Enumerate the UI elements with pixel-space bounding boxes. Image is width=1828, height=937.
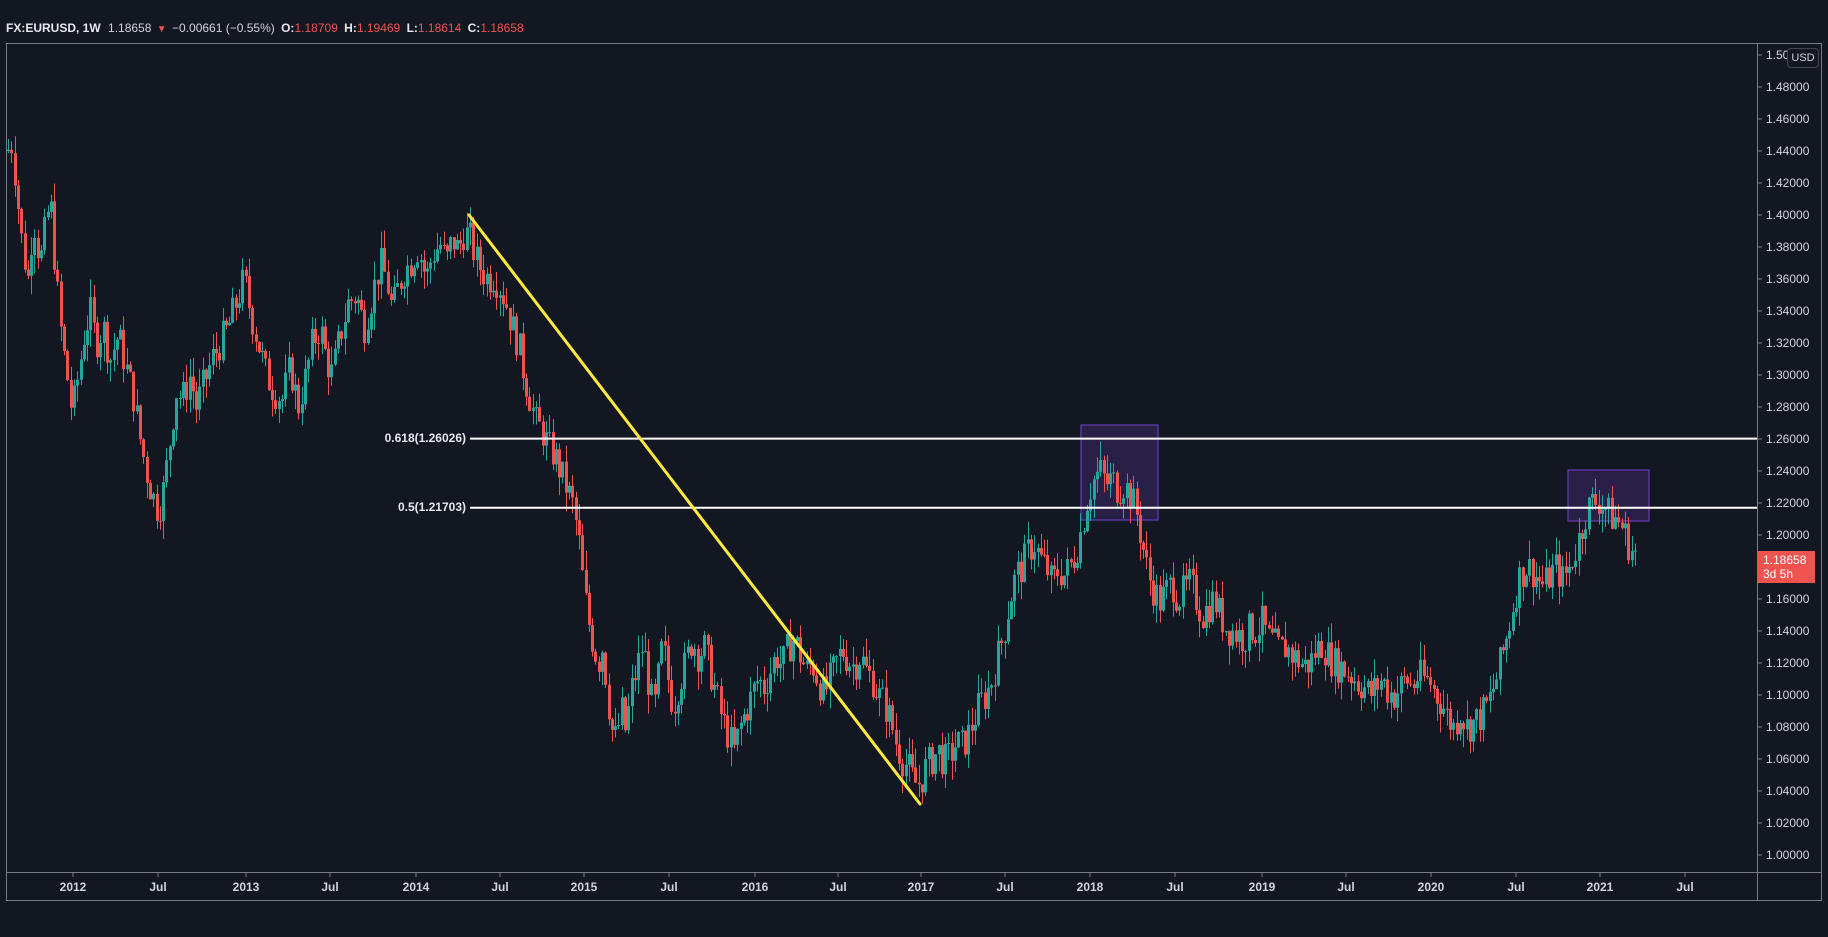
time-tick: Jul bbox=[491, 880, 508, 894]
time-tick: Jul bbox=[1676, 880, 1693, 894]
time-tick: 2013 bbox=[233, 880, 260, 894]
time-tick: 2014 bbox=[403, 880, 430, 894]
time-tick: Jul bbox=[1166, 880, 1183, 894]
fib-levels[interactable] bbox=[470, 437, 1757, 509]
time-tick: 2018 bbox=[1077, 880, 1104, 894]
open-label: O: bbox=[281, 21, 295, 35]
price-tick: 1.00000 bbox=[1766, 848, 1810, 862]
price-tick: 1.30000 bbox=[1766, 368, 1810, 382]
time-tick: Jul bbox=[1337, 880, 1354, 894]
highlight-box[interactable] bbox=[1080, 424, 1159, 521]
time-tick: Jul bbox=[660, 880, 677, 894]
high-value: 1.19469 bbox=[356, 21, 401, 35]
low-label: L: bbox=[406, 21, 418, 35]
time-tick: 2020 bbox=[1418, 880, 1445, 894]
price-tick: 1.14000 bbox=[1766, 624, 1810, 638]
price-tick: 1.16000 bbox=[1766, 592, 1810, 606]
price-tick: 1.36000 bbox=[1766, 272, 1810, 286]
price-tick: 1.04000 bbox=[1766, 784, 1810, 798]
price-tick: 1.26000 bbox=[1766, 432, 1810, 446]
last-price: 1.18658 bbox=[108, 21, 152, 35]
price-tick: 1.32000 bbox=[1766, 336, 1810, 350]
time-tick: Jul bbox=[829, 880, 846, 894]
time-tick: 2012 bbox=[60, 880, 87, 894]
open-value: 1.18709 bbox=[294, 21, 338, 35]
low-value: 1.18614 bbox=[417, 21, 462, 35]
time-tick: 2016 bbox=[742, 880, 769, 894]
close-label: C: bbox=[467, 21, 481, 35]
price-tick: 1.38000 bbox=[1766, 240, 1810, 254]
price-tick: 1.12000 bbox=[1766, 656, 1810, 670]
high-label: H: bbox=[344, 21, 357, 35]
bar-countdown: 3d 5h bbox=[1763, 567, 1794, 581]
price-tick: 1.34000 bbox=[1766, 304, 1810, 318]
candles bbox=[7, 136, 1637, 804]
time-tick: 2021 bbox=[1587, 880, 1614, 894]
price-tick: 1.02000 bbox=[1766, 816, 1810, 830]
price-tick: 1.10000 bbox=[1766, 688, 1810, 702]
price-tick: 1.08000 bbox=[1766, 720, 1810, 734]
symbol-label[interactable]: FX:EURUSD, 1W bbox=[6, 21, 101, 35]
symbol-legend: FX:EURUSD, 1W 1.18658 ▼ −0.00661 (−0.55%… bbox=[6, 21, 524, 35]
time-tick: Jul bbox=[321, 880, 338, 894]
down-arrow-icon: ▼ bbox=[156, 24, 167, 35]
time-tick: Jul bbox=[996, 880, 1013, 894]
price-tick: 1.40000 bbox=[1766, 208, 1810, 222]
time-tick: 2017 bbox=[908, 880, 935, 894]
time-tick: 2015 bbox=[571, 880, 598, 894]
price-tick: 1.28000 bbox=[1766, 400, 1810, 414]
fib-level-label: 0.5(1.21703) bbox=[397, 499, 466, 514]
time-tick: Jul bbox=[149, 880, 166, 894]
price-tick: 1.20000 bbox=[1766, 528, 1810, 542]
last-price-badge: 1.18658 3d 5h bbox=[1757, 551, 1815, 583]
currency-button[interactable]: USD bbox=[1787, 48, 1819, 68]
price-tick: 1.22000 bbox=[1766, 496, 1810, 510]
fib-level-label: 0.618(1.26026) bbox=[384, 430, 466, 445]
price-tick: 1.44000 bbox=[1766, 144, 1810, 158]
price-tick: 1.46000 bbox=[1766, 112, 1810, 126]
time-tick: Jul bbox=[1507, 880, 1524, 894]
price-tick: 1.48000 bbox=[1766, 80, 1810, 94]
price-tick: 1.24000 bbox=[1766, 464, 1810, 478]
time-axis[interactable]: 2012 Jul 2013 Jul 2014 Jul 2015 Jul 2016 Jul 2017 J… bbox=[60, 872, 1694, 894]
trend-line[interactable] bbox=[467, 213, 922, 806]
price-axis[interactable]: 1.500001.480001.460001.440001.420001.400… bbox=[1757, 48, 1810, 862]
last-price-badge-value: 1.18658 bbox=[1763, 553, 1807, 567]
close-value: 1.18658 bbox=[480, 21, 524, 35]
price-tick: 1.42000 bbox=[1766, 176, 1810, 190]
chart-frame bbox=[6, 43, 1822, 901]
price-tick: 1.06000 bbox=[1766, 752, 1810, 766]
time-tick: 2019 bbox=[1249, 880, 1276, 894]
price-change: −0.00661 (−0.55%) bbox=[172, 21, 275, 35]
